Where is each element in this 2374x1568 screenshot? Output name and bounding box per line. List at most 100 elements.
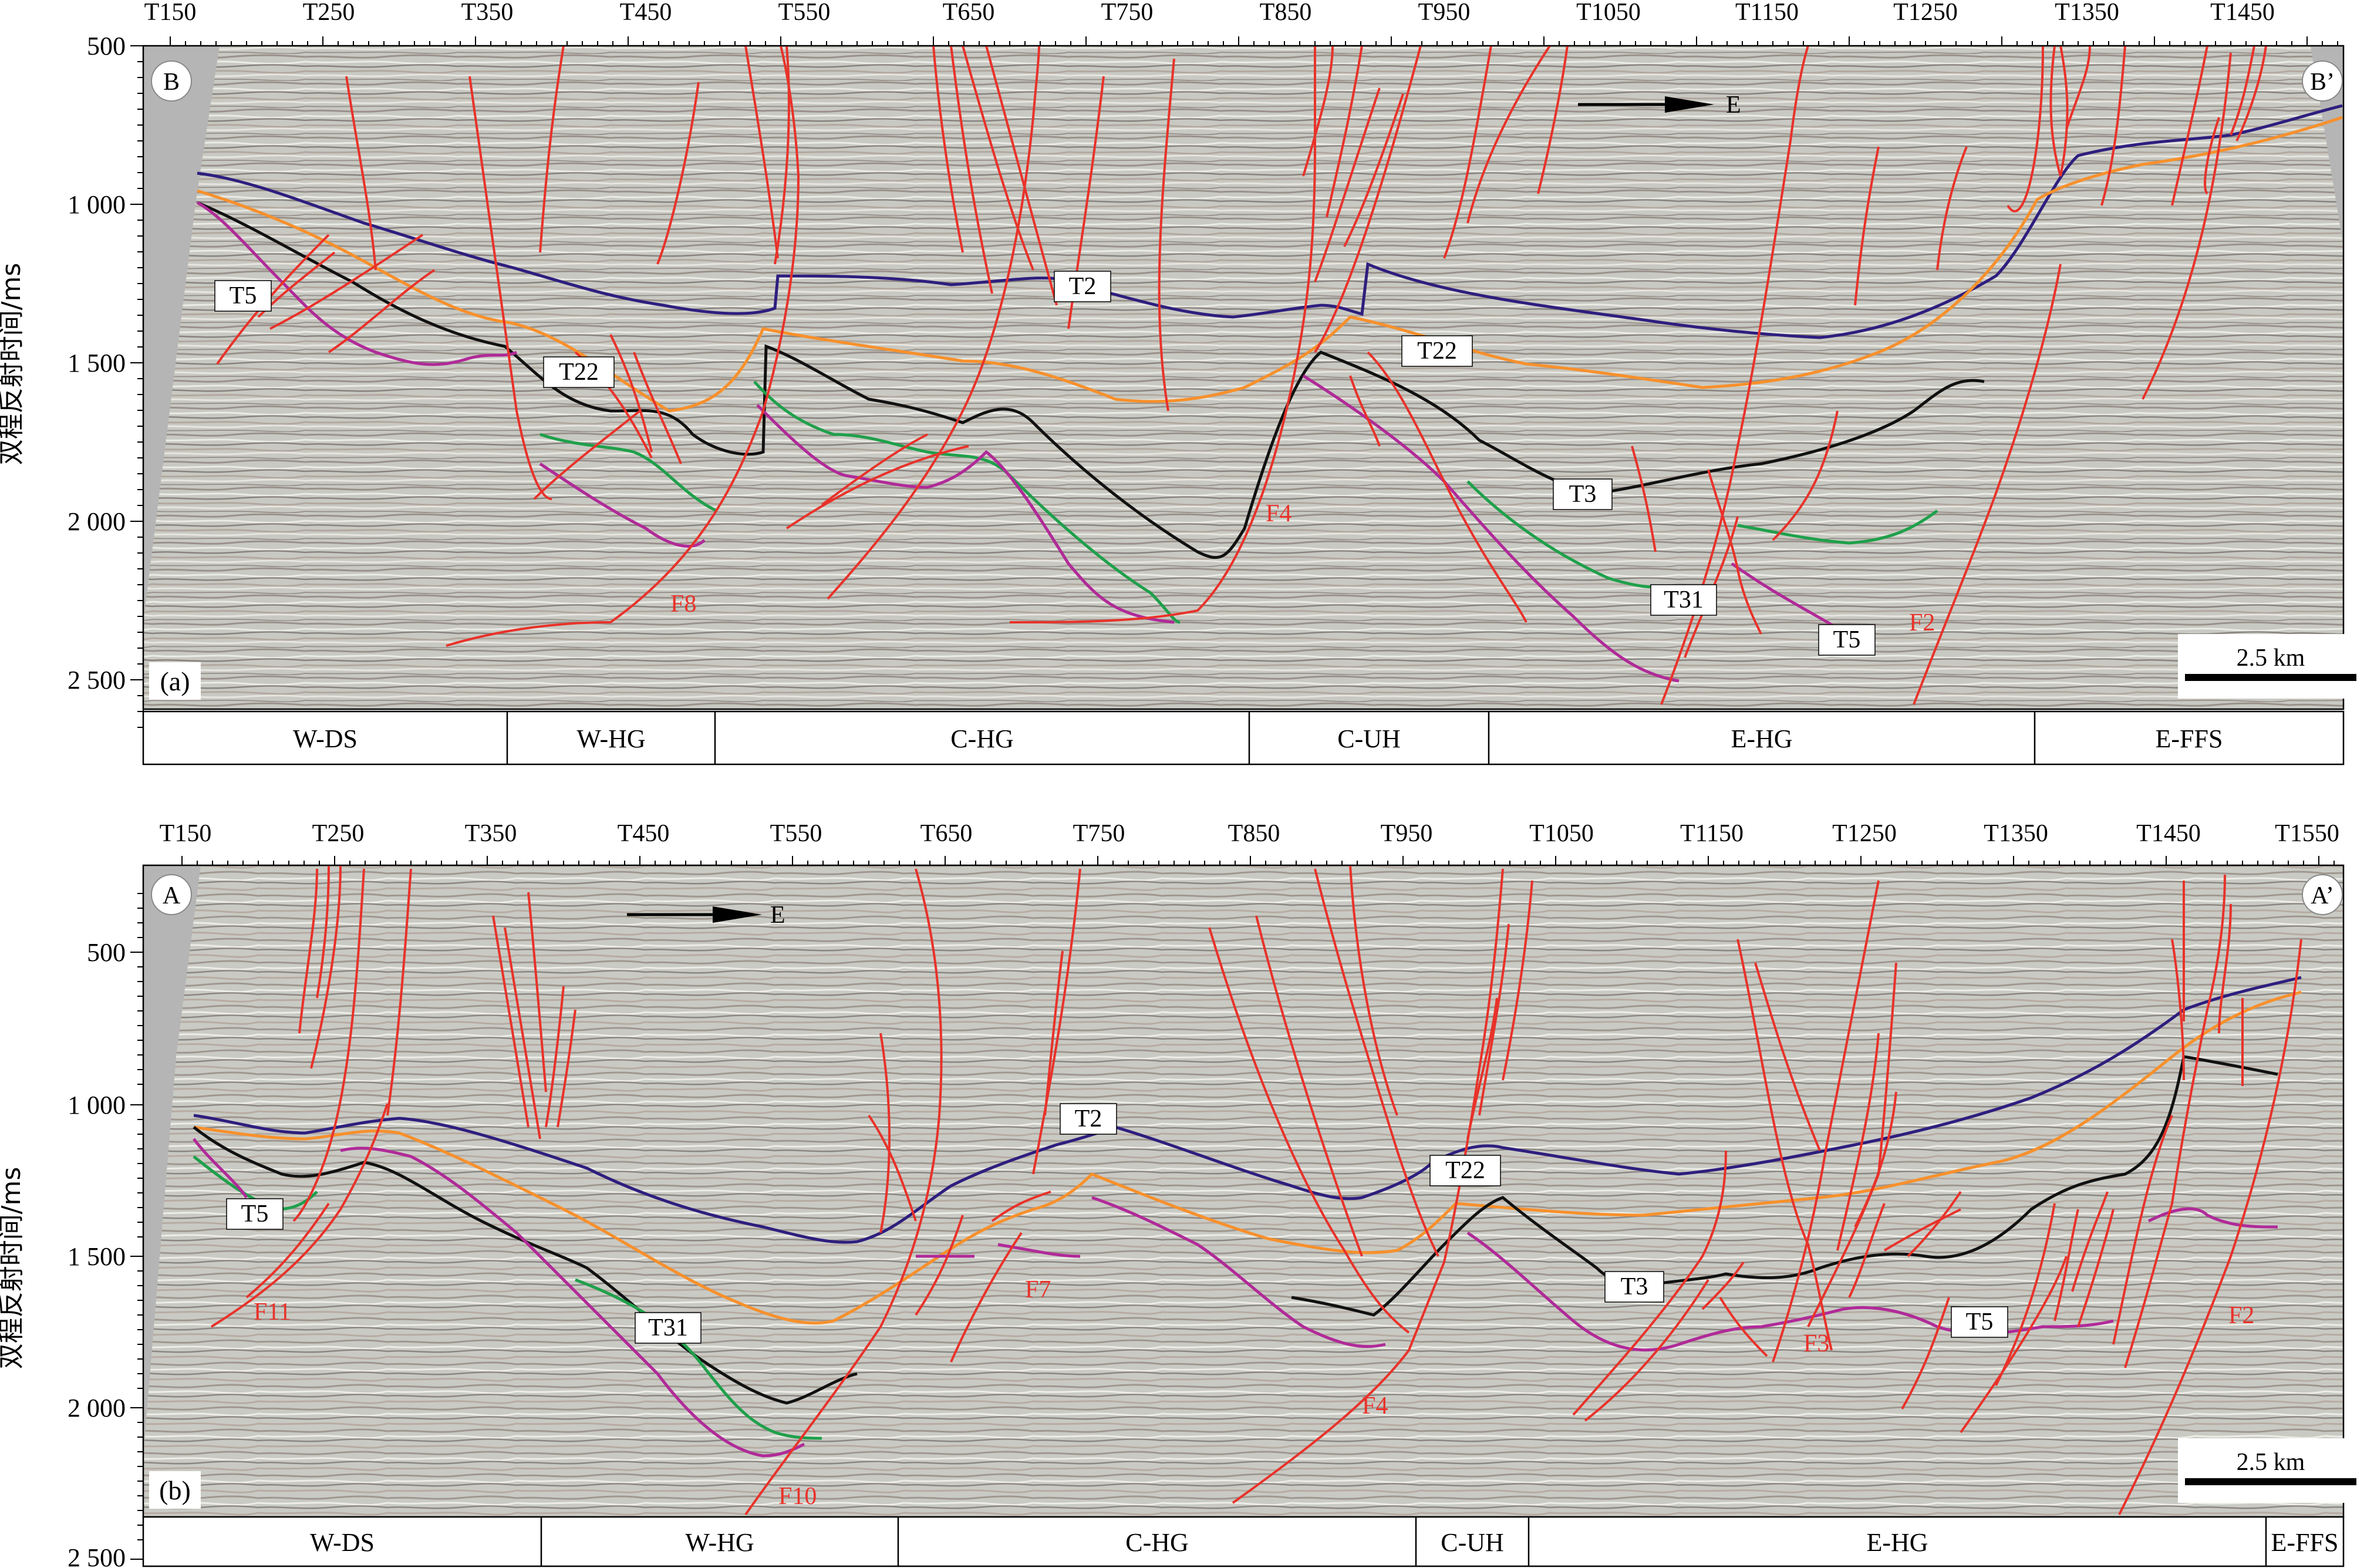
- panel-a: T5 T22 T2 T22 T3 T31 T5 F8 F4 F2 B B’ E …: [0, 0, 2366, 766]
- fault-label: F4: [1362, 1392, 1388, 1419]
- corner-marker-right-b: [2302, 874, 2343, 915]
- horizon-T5-a: [196, 201, 1839, 683]
- fault-label: F2: [2228, 1302, 2254, 1329]
- time-label: 1 000: [68, 190, 126, 219]
- trace-label: T1250: [1893, 0, 1958, 26]
- no-data-wedge-left-a: [143, 46, 220, 622]
- trace-labels-b: T150 T250 T350 T450 T550 T650 T750 T850 …: [160, 820, 2339, 847]
- horizon-label: T5: [1966, 1309, 1994, 1336]
- no-data-wedge-left-b: [143, 865, 201, 1456]
- fault-labels-a: F8 F4 F2: [670, 500, 1935, 636]
- horizon-T22-a: [197, 116, 2343, 413]
- zone-label: C-HG: [1125, 1528, 1189, 1557]
- trace-axis-b: [143, 856, 2343, 866]
- panel-tag-box-a: [149, 662, 201, 700]
- corner-label-left-b: A: [163, 882, 181, 909]
- trace-label: T1050: [1529, 820, 1594, 847]
- trace-label: T950: [1381, 820, 1433, 847]
- fault-label: F11: [254, 1299, 291, 1326]
- trace-label: T1450: [2210, 0, 2275, 26]
- horizon-label: T31: [1664, 586, 1704, 613]
- fault-label: F10: [778, 1483, 817, 1510]
- trace-label: T1150: [1735, 0, 1799, 26]
- scale-bar-label: 2.5 km: [2237, 1449, 2305, 1476]
- horizon-label: T5: [1833, 626, 1861, 653]
- corner-marker-left-b: [151, 874, 192, 915]
- corner-marker-left-a: [151, 60, 192, 102]
- direction-arrow-b: [627, 906, 762, 923]
- fault-label: F8: [670, 591, 696, 618]
- fault-label: F2: [1909, 609, 1935, 636]
- trace-label: T1350: [1984, 820, 2048, 847]
- zone-label: E-FFS: [2271, 1528, 2339, 1557]
- horizon-label: T22: [559, 359, 599, 386]
- horizon-labels-b: T5 T31 T2 T22 T3 T5: [226, 1103, 2008, 1344]
- scale-bar-a: 2.5 km: [2178, 634, 2366, 699]
- time-label: 2 000: [68, 1394, 126, 1422]
- zone-label: C-UH: [1441, 1528, 1504, 1557]
- panel-tag-b: (b): [159, 1475, 191, 1505]
- trace-label: T650: [943, 0, 995, 26]
- trace-label: T1450: [2136, 820, 2201, 847]
- scale-bar-b: 2.5 km: [2178, 1438, 2366, 1503]
- trace-label: T1050: [1576, 0, 1641, 26]
- trace-label: T950: [1418, 0, 1471, 26]
- trace-label: T550: [770, 820, 822, 847]
- panel-tag-a: (a): [160, 666, 190, 696]
- horizon-label: T22: [1445, 1157, 1485, 1184]
- horizon-T2-b: [193, 976, 2302, 1244]
- panel-tag-box-b: [149, 1471, 201, 1509]
- zone-label: E-HG: [1866, 1528, 1928, 1557]
- direction-label-b: E: [770, 902, 785, 929]
- time-label: 2 000: [68, 507, 126, 536]
- horizon-label: T5: [241, 1201, 269, 1228]
- fault-labels-b: F11 F10 F7 F4 F3 F2: [254, 1276, 2254, 1510]
- horizon-label: T3: [1569, 481, 1597, 508]
- time-label: 500: [87, 32, 126, 60]
- zone-label: C-HG: [950, 724, 1014, 753]
- trace-label: T550: [778, 0, 831, 26]
- time-label: 2 500: [68, 666, 126, 694]
- horizon-label: T2: [1069, 273, 1097, 300]
- y-axis-title-a: 双程反射时间/ms: [0, 263, 26, 466]
- zone-label: E-FFS: [2156, 724, 2223, 753]
- zone-label: W-DS: [310, 1528, 375, 1557]
- corner-label-right-a: B’: [2310, 69, 2335, 96]
- time-labels-a: 500 1 000 1 500 2 000 2 500: [68, 32, 126, 694]
- trace-label: T650: [920, 820, 973, 847]
- seismic-section-a: [143, 46, 2343, 709]
- trace-label: T1550: [2275, 820, 2339, 847]
- trace-label: T750: [1101, 0, 1154, 26]
- trace-label: T850: [1260, 0, 1312, 26]
- horizon-T22-b: [193, 990, 2302, 1325]
- trace-label: T1350: [2055, 0, 2119, 26]
- horizon-labels-a: T5 T22 T2 T22 T3 T31 T5: [214, 271, 1876, 656]
- corner-label-right-b: A’: [2311, 882, 2334, 909]
- trace-label: T1150: [1680, 820, 1744, 847]
- horizon-label: T3: [1621, 1273, 1648, 1300]
- trace-label: T450: [620, 0, 672, 26]
- zone-strip-b: W-DS W-HG C-HG C-UH E-HG E-FFS: [142, 1516, 2345, 1567]
- trace-label: T450: [618, 820, 670, 847]
- fault-label: F3: [1803, 1330, 1829, 1357]
- zone-label: W-HG: [685, 1528, 754, 1557]
- direction-label-a: E: [1726, 92, 1741, 119]
- trace-label: T150: [160, 820, 212, 847]
- time-axis-a: [130, 45, 144, 740]
- trace-label: T250: [312, 820, 365, 847]
- horizon-T3-b: [193, 1055, 2278, 1405]
- horizon-T5-b: [193, 1138, 2278, 1458]
- trace-label: T1250: [1832, 820, 1897, 847]
- trace-label: T850: [1228, 820, 1280, 847]
- corner-label-left-a: B: [163, 69, 180, 96]
- trace-label: T150: [144, 0, 197, 26]
- fault-label: F4: [1266, 500, 1291, 527]
- trace-axis-a: [143, 36, 2343, 46]
- time-axis-b: [130, 865, 144, 1564]
- horizon-T2-a: [197, 104, 2343, 339]
- horizon-label: T2: [1075, 1105, 1102, 1132]
- panel-b: T5 T31 T2 T22 T3 T5 F11 F10 F7 F4 F3 F2 …: [0, 820, 2366, 1568]
- time-labels-b: 500 1 000 1 500 2 000 2 500: [68, 938, 126, 1568]
- y-axis-title-b: 双程反射时间/ms: [0, 1167, 26, 1370]
